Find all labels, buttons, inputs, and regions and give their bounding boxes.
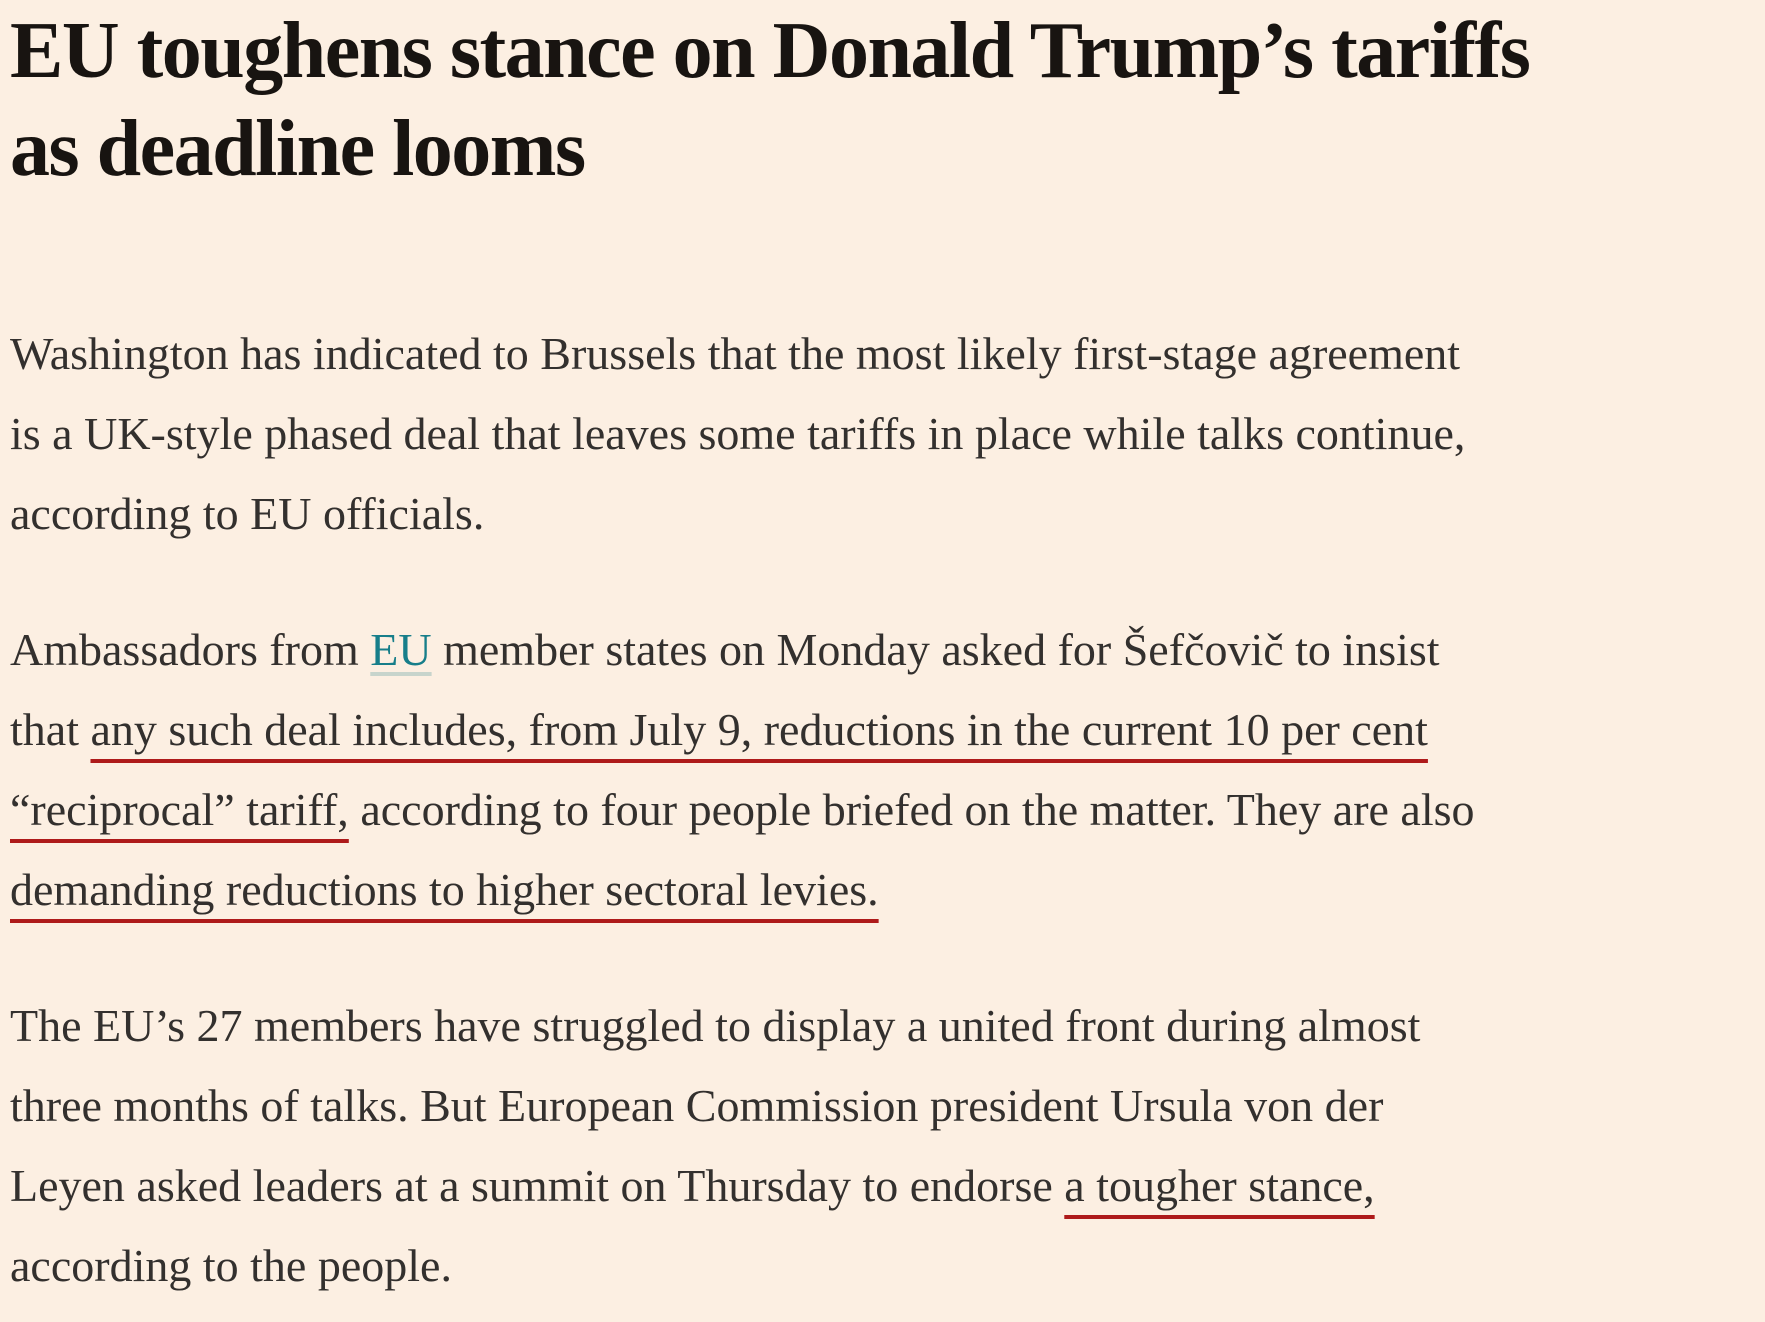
headline-line: EU toughens stance on Donald Trump’s tar… xyxy=(10,7,1531,95)
text-line: three months of talks. But European Comm… xyxy=(10,1066,1755,1146)
text-line: Leyen asked leaders at a summit on Thurs… xyxy=(10,1146,1755,1226)
body-text: member states on Monday asked for Šefčov… xyxy=(431,624,1440,675)
text-line: according to EU officials. xyxy=(10,474,1755,554)
body-text: Ambassadors from xyxy=(10,624,371,675)
text-line: “reciprocal” tariff, according to four p… xyxy=(10,770,1755,850)
body-text: The EU’s 27 members have struggled to di… xyxy=(10,1000,1421,1051)
para-1: Washington has indicated to Brussels tha… xyxy=(10,314,1755,554)
annotated-text: a tougher stance, xyxy=(1064,1160,1375,1211)
article-body: Washington has indicated to Brussels tha… xyxy=(10,314,1755,1306)
body-text: according to four people briefed on the … xyxy=(348,784,1475,835)
text-line: demanding reductions to higher sectoral … xyxy=(10,850,1755,930)
body-text: that xyxy=(10,704,91,755)
body-text: Leyen asked leaders at a summit on Thurs… xyxy=(10,1160,1065,1211)
text-line: Washington has indicated to Brussels tha… xyxy=(10,314,1755,394)
para-2: Ambassadors from EU member states on Mon… xyxy=(10,610,1755,930)
para-3: The EU’s 27 members have struggled to di… xyxy=(10,986,1755,1306)
annotated-text: “reciprocal” tariff, xyxy=(10,784,349,835)
text-line: according to the people. xyxy=(10,1226,1755,1306)
headline-line: as deadline looms xyxy=(10,105,586,193)
annotated-text: any such deal includes, from July 9, red… xyxy=(90,704,1428,755)
body-text: three months of talks. But European Comm… xyxy=(10,1080,1384,1131)
body-text: according to EU officials. xyxy=(10,488,485,539)
eu-link[interactable]: EU xyxy=(370,624,432,675)
body-text: according to the people. xyxy=(10,1240,452,1291)
text-line: The EU’s 27 members have struggled to di… xyxy=(10,986,1755,1066)
text-line: Ambassadors from EU member states on Mon… xyxy=(10,610,1755,690)
text-line: is a UK-style phased deal that leaves so… xyxy=(10,394,1755,474)
body-text: Washington has indicated to Brussels tha… xyxy=(10,328,1461,379)
annotated-text: demanding reductions to higher sectoral … xyxy=(10,864,879,915)
text-line: that any such deal includes, from July 9… xyxy=(10,690,1755,770)
headline: EU toughens stance on Donald Trump’s tar… xyxy=(10,2,1755,198)
body-text: is a UK-style phased deal that leaves so… xyxy=(10,408,1466,459)
